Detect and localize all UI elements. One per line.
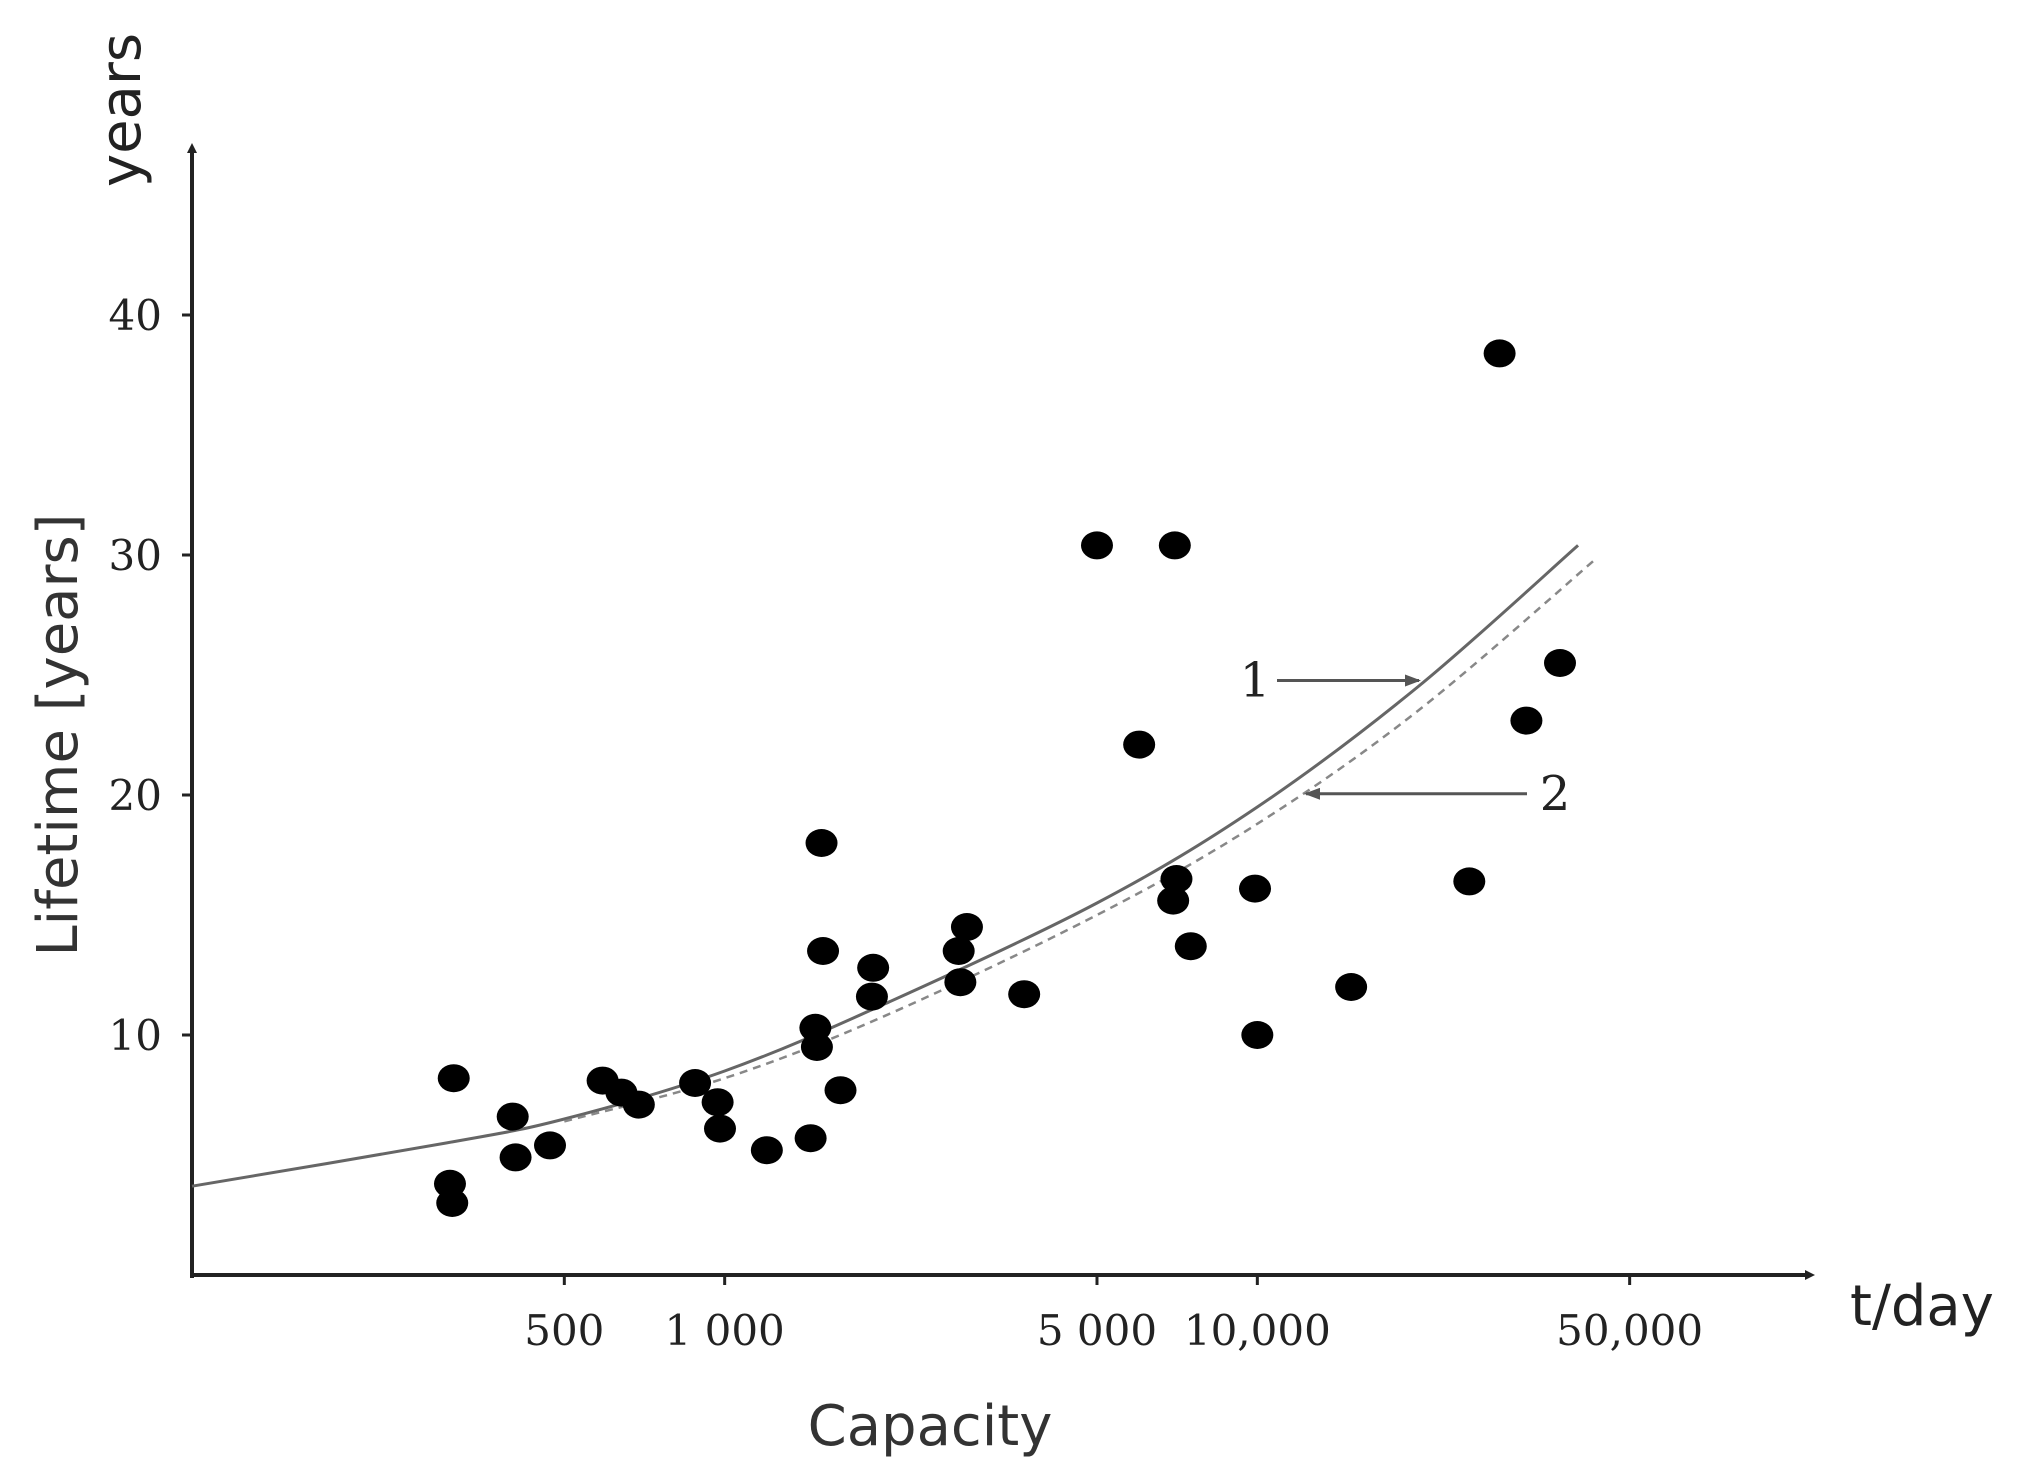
data-point (622, 1090, 655, 1119)
x-tick-label: 500 (524, 1306, 604, 1355)
data-point (800, 1033, 833, 1061)
annotation-label: 2 (1540, 766, 1571, 822)
curve-annotations: 12 (1240, 653, 1571, 822)
data-point (855, 982, 888, 1011)
data-point (950, 913, 983, 941)
annotation-label: 1 (1240, 653, 1271, 709)
data-point (1008, 980, 1041, 1009)
x-axis-unit: t/day (1850, 1274, 1994, 1339)
data-point (1335, 973, 1368, 1001)
data-point (701, 1088, 734, 1117)
data-point (750, 1136, 783, 1165)
data-point (679, 1069, 712, 1097)
data-point (857, 953, 890, 982)
y-tick-label: 40 (109, 291, 162, 340)
data-point (437, 1064, 470, 1093)
x-tick-label: 50,000 (1556, 1306, 1703, 1355)
data-point (794, 1124, 827, 1153)
data-point (499, 1143, 532, 1172)
data-point (703, 1114, 736, 1143)
y-tick-label: 20 (109, 771, 162, 820)
data-point (1239, 874, 1272, 903)
y-axis-unit: years (89, 33, 154, 187)
data-point (944, 968, 977, 997)
data-point (534, 1131, 567, 1160)
data-point (436, 1189, 469, 1217)
data-points (433, 339, 1576, 1217)
x-axis-label: Capacity (808, 1394, 1053, 1459)
curve-1 (191, 544, 1580, 1188)
y-tick-label: 30 (109, 531, 162, 580)
data-point (805, 829, 838, 857)
data-point (807, 937, 840, 965)
data-point (1543, 649, 1576, 677)
data-point (1510, 706, 1543, 735)
data-point (1453, 867, 1486, 896)
curve-2 (563, 558, 1596, 1123)
data-point (824, 1076, 857, 1105)
data-point (942, 937, 975, 965)
data-point (1160, 865, 1193, 893)
x-ticks: 500 1 000 5 000 10,000 50,000 (524, 1275, 1703, 1355)
data-point (496, 1102, 529, 1131)
x-tick-label: 1 000 (665, 1306, 785, 1355)
y-axis-label: Lifetime [years] (26, 513, 91, 956)
data-point (1174, 932, 1207, 961)
data-point (1158, 531, 1191, 560)
data-point (1123, 730, 1156, 759)
y-ticks: 10 20 30 40 (109, 291, 192, 1060)
fit-curves (191, 544, 1596, 1188)
data-point (1157, 886, 1190, 915)
y-tick-label: 10 (109, 1011, 162, 1060)
x-tick-label: 5 000 (1037, 1306, 1157, 1355)
data-point (1483, 339, 1516, 368)
data-point (1080, 531, 1113, 560)
data-point (1241, 1021, 1274, 1049)
x-tick-label: 10,000 (1184, 1306, 1331, 1355)
